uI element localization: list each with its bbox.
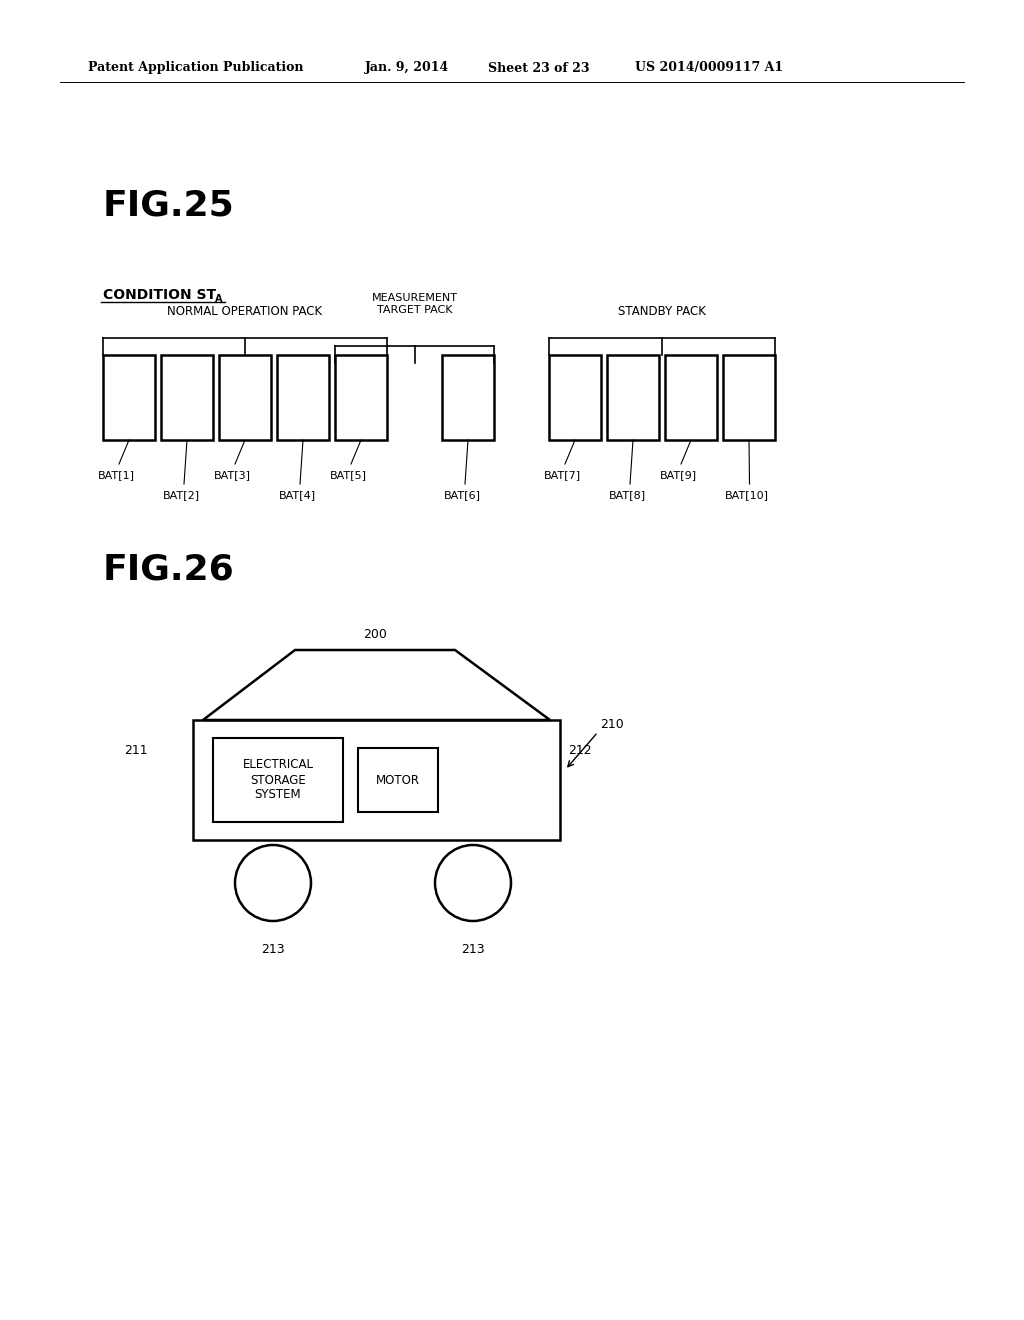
Text: BAT[10]: BAT[10] bbox=[725, 490, 769, 500]
Bar bbox=[607, 355, 659, 440]
Text: BAT[4]: BAT[4] bbox=[279, 490, 316, 500]
Bar bbox=[103, 355, 155, 440]
Text: Patent Application Publication: Patent Application Publication bbox=[88, 62, 303, 74]
Text: BAT[3]: BAT[3] bbox=[214, 470, 251, 480]
Text: MEASUREMENT
TARGET PACK: MEASUREMENT TARGET PACK bbox=[372, 293, 458, 315]
Text: 211: 211 bbox=[124, 743, 148, 756]
Text: STANDBY PACK: STANDBY PACK bbox=[618, 305, 706, 318]
Circle shape bbox=[435, 845, 511, 921]
Text: 200: 200 bbox=[364, 628, 387, 642]
Text: ELECTRICAL
STORAGE
SYSTEM: ELECTRICAL STORAGE SYSTEM bbox=[243, 759, 313, 801]
Text: FIG.25: FIG.25 bbox=[103, 187, 234, 222]
Text: 213: 213 bbox=[461, 942, 484, 956]
Bar bbox=[665, 355, 717, 440]
Bar bbox=[219, 355, 271, 440]
Bar bbox=[278, 355, 329, 440]
Text: BAT[8]: BAT[8] bbox=[609, 490, 646, 500]
Bar bbox=[161, 355, 213, 440]
Text: 210: 210 bbox=[600, 718, 624, 731]
Bar bbox=[193, 719, 560, 840]
Bar bbox=[723, 355, 775, 440]
Text: 212: 212 bbox=[568, 743, 592, 756]
Text: Sheet 23 of 23: Sheet 23 of 23 bbox=[488, 62, 590, 74]
Text: BAT[5]: BAT[5] bbox=[330, 470, 367, 480]
Circle shape bbox=[234, 845, 311, 921]
Text: FIG.26: FIG.26 bbox=[103, 553, 234, 587]
Text: 213: 213 bbox=[261, 942, 285, 956]
Text: A: A bbox=[215, 294, 222, 304]
Text: BAT[7]: BAT[7] bbox=[544, 470, 582, 480]
Text: BAT[6]: BAT[6] bbox=[444, 490, 481, 500]
Text: BAT[1]: BAT[1] bbox=[98, 470, 135, 480]
Text: Jan. 9, 2014: Jan. 9, 2014 bbox=[365, 62, 450, 74]
Text: MOTOR: MOTOR bbox=[376, 774, 420, 787]
Bar bbox=[549, 355, 601, 440]
Text: BAT[9]: BAT[9] bbox=[660, 470, 697, 480]
Bar bbox=[335, 355, 387, 440]
Text: CONDITION ST: CONDITION ST bbox=[103, 288, 216, 302]
Bar bbox=[213, 738, 343, 822]
Text: US 2014/0009117 A1: US 2014/0009117 A1 bbox=[635, 62, 783, 74]
Text: BAT[2]: BAT[2] bbox=[163, 490, 200, 500]
Bar bbox=[442, 355, 494, 440]
Bar bbox=[358, 748, 438, 812]
Text: NORMAL OPERATION PACK: NORMAL OPERATION PACK bbox=[168, 305, 323, 318]
Polygon shape bbox=[203, 649, 550, 719]
